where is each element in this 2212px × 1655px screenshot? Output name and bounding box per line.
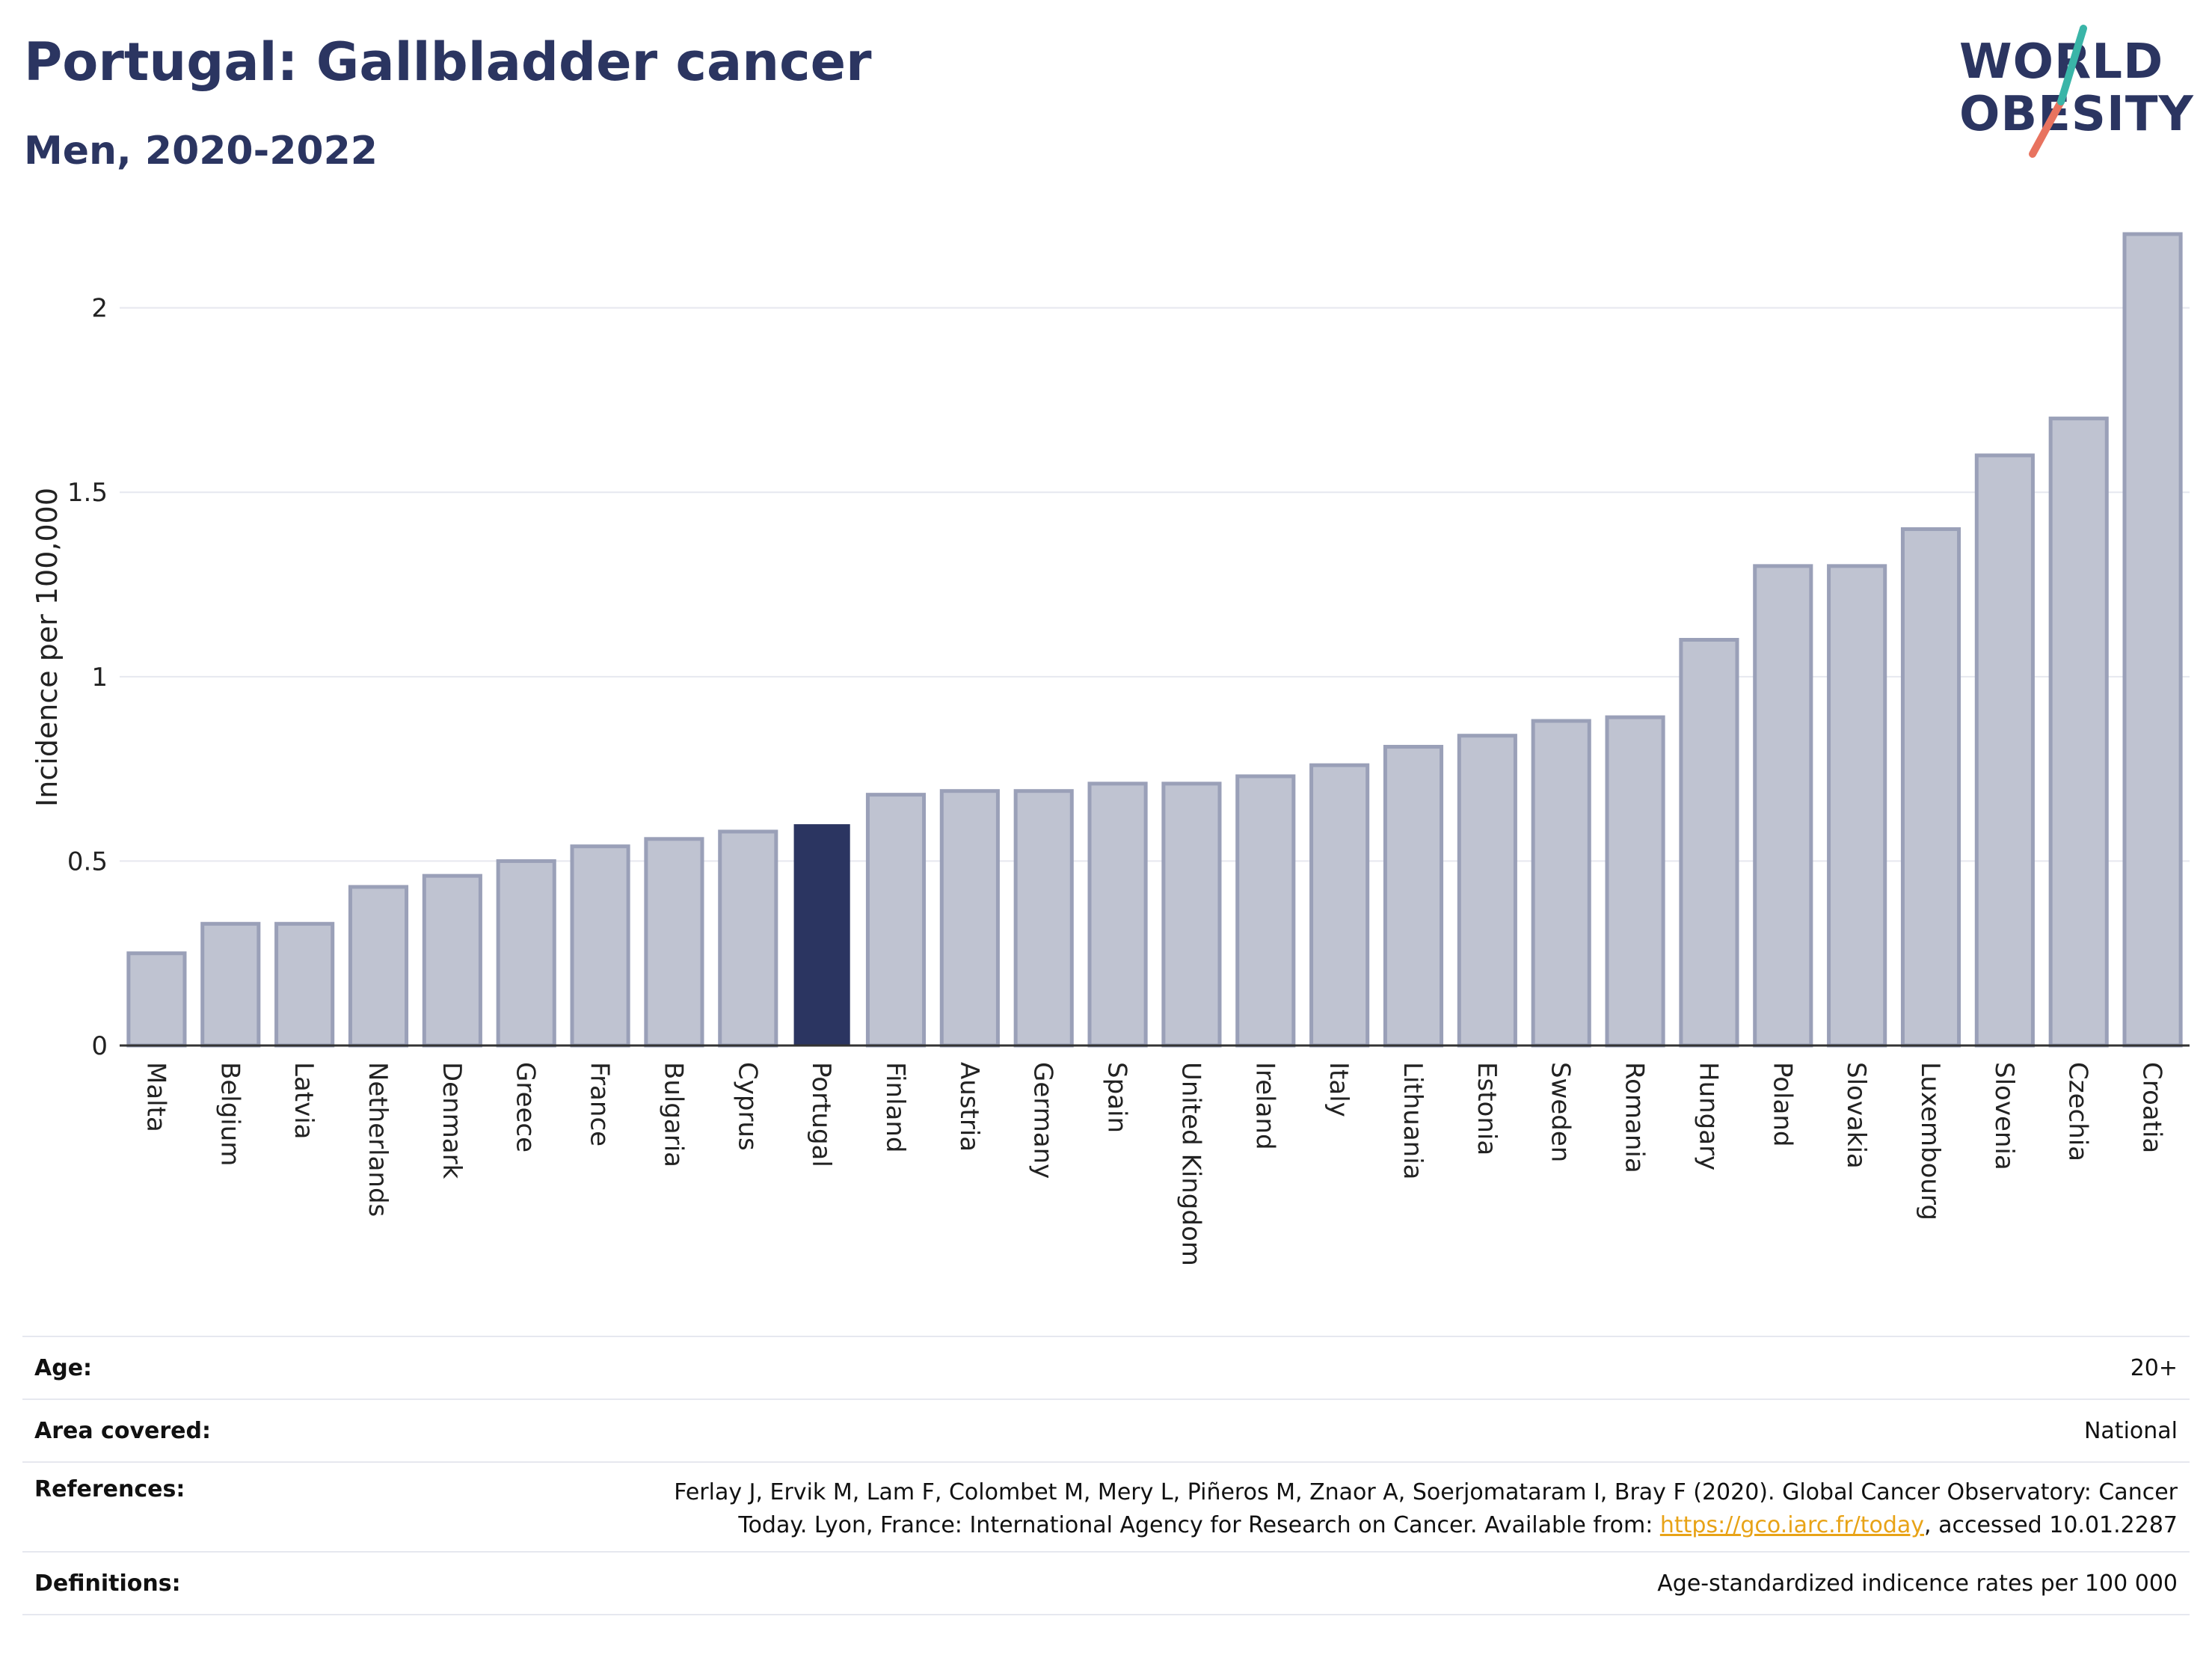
bar-poland [1753, 564, 1813, 1048]
world-obesity-logo: WORLD OBESITY [1944, 21, 2199, 163]
x-tick-label: Portugal [806, 1062, 836, 1167]
definitions-label: Definitions: [34, 1570, 181, 1597]
x-tick-label: France [585, 1062, 615, 1146]
x-tick-label: Bulgaria [658, 1062, 688, 1167]
y-tick-label: 1 [91, 663, 108, 693]
bar-bulgaria [644, 837, 704, 1048]
x-tick-label: Austria [954, 1062, 984, 1152]
bar-netherlands [348, 885, 409, 1048]
references-line2-pre: Today. Lyon, France: International Agenc… [738, 1512, 1660, 1538]
references-line1: Ferlay J, Ervik M, Lam F, Colombet M, Me… [674, 1479, 2178, 1505]
x-tick-label: Ireland [1250, 1062, 1279, 1150]
x-tick-label: Spain [1102, 1062, 1132, 1133]
bar-cyprus [718, 829, 778, 1048]
bar-belgium [200, 921, 261, 1048]
y-tick-label: 0 [91, 1031, 108, 1061]
x-tick-label: Sweden [1546, 1062, 1576, 1162]
bar-chart: 0 0.5 1 1.5 2 Incidence per 100,000 Malta Belgi… [31, 232, 2190, 1266]
info-row-references: References: Ferlay J, Ervik M, Lam F, Co… [22, 1461, 2190, 1551]
x-tick-label: Finland [880, 1062, 910, 1153]
x-tick-label: Slovenia [1989, 1062, 2019, 1170]
x-tick-label: Romania [1620, 1062, 1650, 1173]
references-link[interactable]: https://gco.iarc.fr/today [1659, 1512, 1925, 1538]
area-value: National [2083, 1417, 2178, 1444]
definitions-value: Age-standardized indicence rates per 100… [1657, 1570, 2178, 1597]
bar-lithuania [1383, 745, 1444, 1048]
bar-italy [1309, 763, 1370, 1048]
bar-germany [1013, 789, 1074, 1048]
bar-austria [939, 789, 1000, 1048]
bar-latvia [274, 921, 335, 1048]
bar-croatia [2122, 232, 2183, 1048]
bar-malta [126, 951, 187, 1048]
x-tick-label: Belgium [215, 1062, 245, 1166]
area-label: Area covered: [34, 1417, 211, 1444]
x-tick-label: Greece [511, 1062, 541, 1152]
bar-ireland [1235, 774, 1296, 1048]
x-tick-label: Luxembourg [1915, 1062, 1945, 1220]
x-tick-label: Slovakia [1841, 1062, 1871, 1169]
bar-estonia [1457, 734, 1517, 1048]
references-label: References: [34, 1476, 185, 1502]
bar-france [570, 844, 630, 1048]
x-tick-label: Netherlands [363, 1062, 393, 1217]
bar-hungary [1679, 638, 1739, 1048]
bar-united-kingdom [1161, 782, 1222, 1048]
references-line2-post: , accessed 10.01.2287 [1924, 1512, 2178, 1538]
x-tick-label: Denmark [437, 1062, 467, 1179]
chart-subtitle: Men, 2020-2022 [24, 129, 378, 174]
logo-line1: WORLD [1959, 34, 2164, 90]
bar-finland [865, 793, 927, 1048]
x-tick-label: Croatia [2137, 1062, 2167, 1153]
bar-luxembourg [1900, 527, 1961, 1048]
x-tick-label: Italy [1324, 1062, 1354, 1117]
bar-slovenia [1974, 453, 2035, 1048]
x-tick-label: United Kingdom [1176, 1062, 1205, 1266]
y-axis-label: Incidence per 100,000 [31, 488, 64, 807]
x-tick-label: Latvia [289, 1062, 319, 1140]
bar-czechia [2048, 417, 2109, 1048]
x-tick-label: Cyprus [732, 1062, 762, 1151]
y-tick-label: 1.5 [67, 478, 108, 508]
y-tick-label: 2 [91, 294, 108, 324]
references-value: Ferlay J, Ervik M, Lam F, Colombet M, Me… [674, 1476, 2178, 1542]
x-tick-label: Hungary [1693, 1062, 1723, 1170]
x-tick-label: Poland [1767, 1062, 1797, 1147]
y-tick-label: 0.5 [67, 847, 108, 876]
info-row-definitions: Definitions: Age-standardized indicence … [22, 1551, 2190, 1615]
chart-title: Portugal: Gallbladder cancer [24, 31, 872, 93]
x-tick-label: Estonia [1472, 1062, 1502, 1155]
bar-romania [1605, 715, 1665, 1048]
bar-portugal [793, 824, 850, 1045]
age-label: Age: [34, 1354, 93, 1381]
bar-spain [1087, 782, 1148, 1048]
bar-slovakia [1827, 564, 1887, 1048]
x-tick-label: Germany [1028, 1062, 1058, 1179]
logo-slash-icon [2029, 25, 2087, 158]
x-tick-label: Lithuania [1398, 1062, 1428, 1179]
bar-sweden [1531, 719, 1591, 1048]
info-row-area: Area covered: National [22, 1398, 2190, 1461]
logo-line2: OBESITY [1959, 87, 2194, 142]
x-tick-label: Malta [141, 1062, 170, 1132]
info-row-age: Age: 20+ [22, 1336, 2190, 1398]
bar-greece [496, 859, 556, 1048]
info-table: Age: 20+ Area covered: National Referenc… [22, 1336, 2190, 1615]
references-line2: Today. Lyon, France: International Agenc… [674, 1509, 2178, 1542]
bar-denmark [422, 873, 482, 1048]
age-value: 20+ [2130, 1354, 2178, 1381]
x-tick-label: Czechia [2063, 1062, 2093, 1161]
